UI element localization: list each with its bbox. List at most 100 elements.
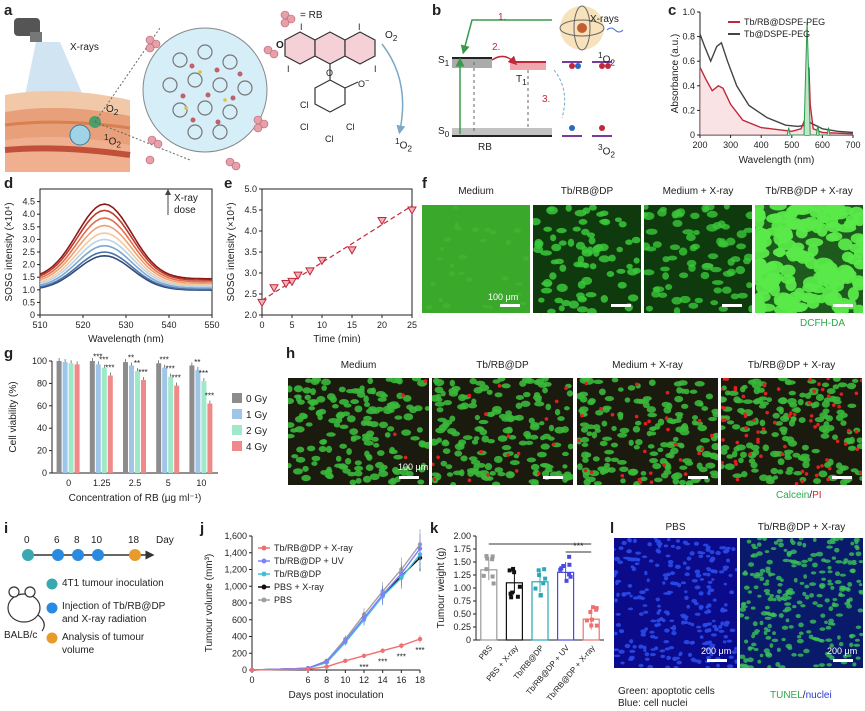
cell (660, 266, 670, 272)
cell (770, 213, 782, 222)
cell (443, 237, 452, 242)
legend-analysis-2: volume (62, 645, 95, 656)
cell (822, 428, 830, 434)
cell (750, 606, 756, 610)
cell (536, 451, 547, 458)
cell (757, 387, 765, 393)
y-tick-label: 20 (37, 446, 47, 456)
dead-cell (721, 387, 723, 391)
cell (713, 287, 722, 294)
j-legend-marker (261, 571, 267, 577)
cell (588, 205, 597, 211)
x-tick-label: 6 (305, 675, 310, 685)
x-tick-label: 200 (692, 140, 707, 150)
cell (742, 399, 753, 404)
cell (676, 656, 680, 660)
cell (818, 663, 825, 667)
dead-cell (756, 437, 760, 442)
l-micrograph-1 (740, 538, 863, 668)
cell (858, 591, 863, 595)
cell (361, 436, 370, 442)
cell (809, 582, 817, 587)
cell (801, 444, 809, 451)
cell (441, 440, 450, 447)
cell (853, 247, 863, 259)
cell (674, 395, 684, 403)
cell (582, 471, 590, 479)
cell (711, 442, 718, 451)
cell (470, 459, 481, 465)
cell (685, 233, 696, 242)
cell (790, 416, 797, 422)
cell (735, 266, 746, 275)
cell (592, 424, 601, 431)
cell (707, 253, 719, 260)
cell (813, 257, 834, 271)
cell (771, 638, 779, 643)
cell (363, 440, 374, 446)
cell (744, 639, 749, 644)
cell (736, 230, 747, 239)
g-sig-label: *** (205, 392, 214, 401)
cell (335, 413, 345, 419)
k-point (536, 568, 541, 573)
cell (777, 469, 784, 475)
x-tick-label: 10 (340, 675, 350, 685)
k-point (567, 572, 572, 577)
y-tick-label: 400 (232, 632, 247, 642)
cell (644, 588, 649, 592)
cell (765, 651, 772, 657)
cell (834, 547, 840, 553)
cell (772, 412, 780, 419)
cell (825, 625, 832, 630)
b-step2: 2. (492, 42, 501, 53)
x-tick-label: 550 (204, 320, 219, 330)
cell (826, 663, 833, 667)
dead-cell (748, 452, 752, 456)
cell (765, 566, 771, 571)
cell (432, 472, 440, 477)
cell (762, 444, 770, 452)
cell (450, 482, 457, 485)
cell (783, 449, 794, 454)
dead-cell (816, 422, 820, 427)
cell (770, 612, 776, 617)
cell (384, 432, 391, 438)
dead-cell (486, 473, 490, 477)
cell (706, 224, 718, 232)
y-axis-label: Absorbance (a.u.) (670, 34, 681, 114)
cell (471, 227, 479, 233)
dead-cell (809, 414, 814, 418)
x-tick-label: 500 (784, 140, 799, 150)
b-o2-singlet-o: O (602, 54, 611, 66)
cell (538, 297, 545, 303)
cell (363, 415, 372, 421)
cell (676, 660, 682, 665)
cell (547, 436, 555, 441)
dead-cell (664, 416, 669, 420)
cell (646, 578, 650, 583)
x-tick-label: 5 (289, 320, 294, 330)
cell (850, 541, 855, 546)
cell (678, 479, 687, 485)
cell (633, 538, 637, 544)
cell (558, 305, 565, 312)
cell (803, 648, 810, 654)
cell (783, 412, 790, 420)
cell (604, 456, 612, 463)
cell (681, 403, 689, 409)
cell (804, 594, 810, 600)
scale-bar (500, 304, 520, 307)
cell (708, 647, 712, 651)
cell (746, 282, 752, 289)
cell (647, 542, 652, 547)
cell (709, 550, 715, 555)
cell (467, 402, 478, 409)
cell (646, 406, 656, 413)
k-point (559, 566, 564, 571)
cell (318, 445, 327, 453)
cell (489, 471, 496, 476)
cell (763, 582, 770, 586)
cell (296, 446, 305, 453)
cell (773, 292, 793, 307)
